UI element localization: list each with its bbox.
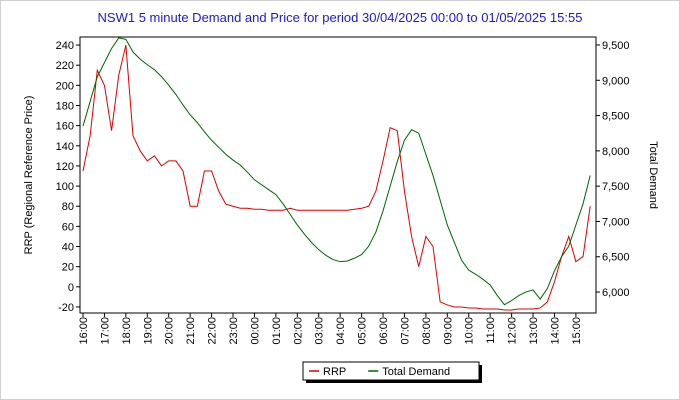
y-tick-label: 80 [62,201,74,213]
x-tick-label: 18:00 [121,317,133,345]
series-line [82,44,591,311]
y2-tick-label: 6,000 [602,287,630,299]
chart-title: NSW1 5 minute Demand and Price for perio… [98,10,583,25]
y2-tick-label: 9,000 [602,75,630,87]
x-tick-label: 02:00 [292,317,304,345]
y2-tick-label: 8,500 [602,111,630,123]
x-tick-label: 17:00 [99,317,111,345]
y2-tick-label: 9,500 [602,40,630,52]
x-tick-label: 15:00 [571,317,583,345]
x-tick-label: 20:00 [164,317,176,345]
y2-tick-label: 8,000 [602,146,630,158]
y-tick-label: -20 [58,302,74,314]
x-tick-label: 04:00 [335,317,347,345]
legend [302,361,480,381]
y-tick-label: 200 [56,80,74,92]
x-tick-label: 09:00 [442,317,454,345]
x-tick-label: 12:00 [507,317,519,345]
x-tick-label: 10:00 [464,317,476,345]
x-tick-label: 01:00 [271,317,283,345]
x-tick-label: 07:00 [399,317,411,345]
y-tick-label: 120 [56,161,74,173]
legend-label: Total Demand [382,366,450,378]
y-axis-label: RRP (Regional Reference Price) [23,96,35,255]
y-tick-label: 240 [56,40,74,52]
y-tick-label: 100 [56,181,74,193]
x-tick-label: 21:00 [185,317,197,345]
x-tick-label: 00:00 [249,317,261,345]
y-tick-label: 20 [62,262,74,274]
x-tick-label: 16:00 [78,317,90,345]
x-tick-label: 08:00 [421,317,433,345]
y-tick-label: 60 [62,221,74,233]
y-tick-label: 160 [56,121,74,133]
y-tick-label: 220 [56,60,74,72]
y-tick-label: 180 [56,100,74,112]
x-tick-label: 11:00 [485,317,497,344]
x-tick-label: 03:00 [314,317,326,345]
x-tick-label: 19:00 [142,317,154,345]
x-tick-label: 05:00 [357,317,369,345]
y-tick-label: 140 [56,141,74,153]
x-tick-label: 06:00 [378,317,390,345]
x-tick-label: 13:00 [528,317,540,345]
y2-tick-label: 7,000 [602,216,630,228]
x-tick-label: 22:00 [207,317,219,345]
x-tick-label: 14:00 [549,317,561,345]
y-tick-label: 0 [68,282,74,294]
y2-tick-label: 7,500 [602,181,630,193]
series-line [82,37,591,306]
legend-label: RRP [323,366,346,378]
x-tick-label: 23:00 [228,317,240,345]
y2-tick-label: 6,500 [602,252,630,264]
plot-area [79,36,597,314]
y-tick-label: 40 [62,242,74,254]
y2-axis-label: Total Demand [647,141,659,209]
